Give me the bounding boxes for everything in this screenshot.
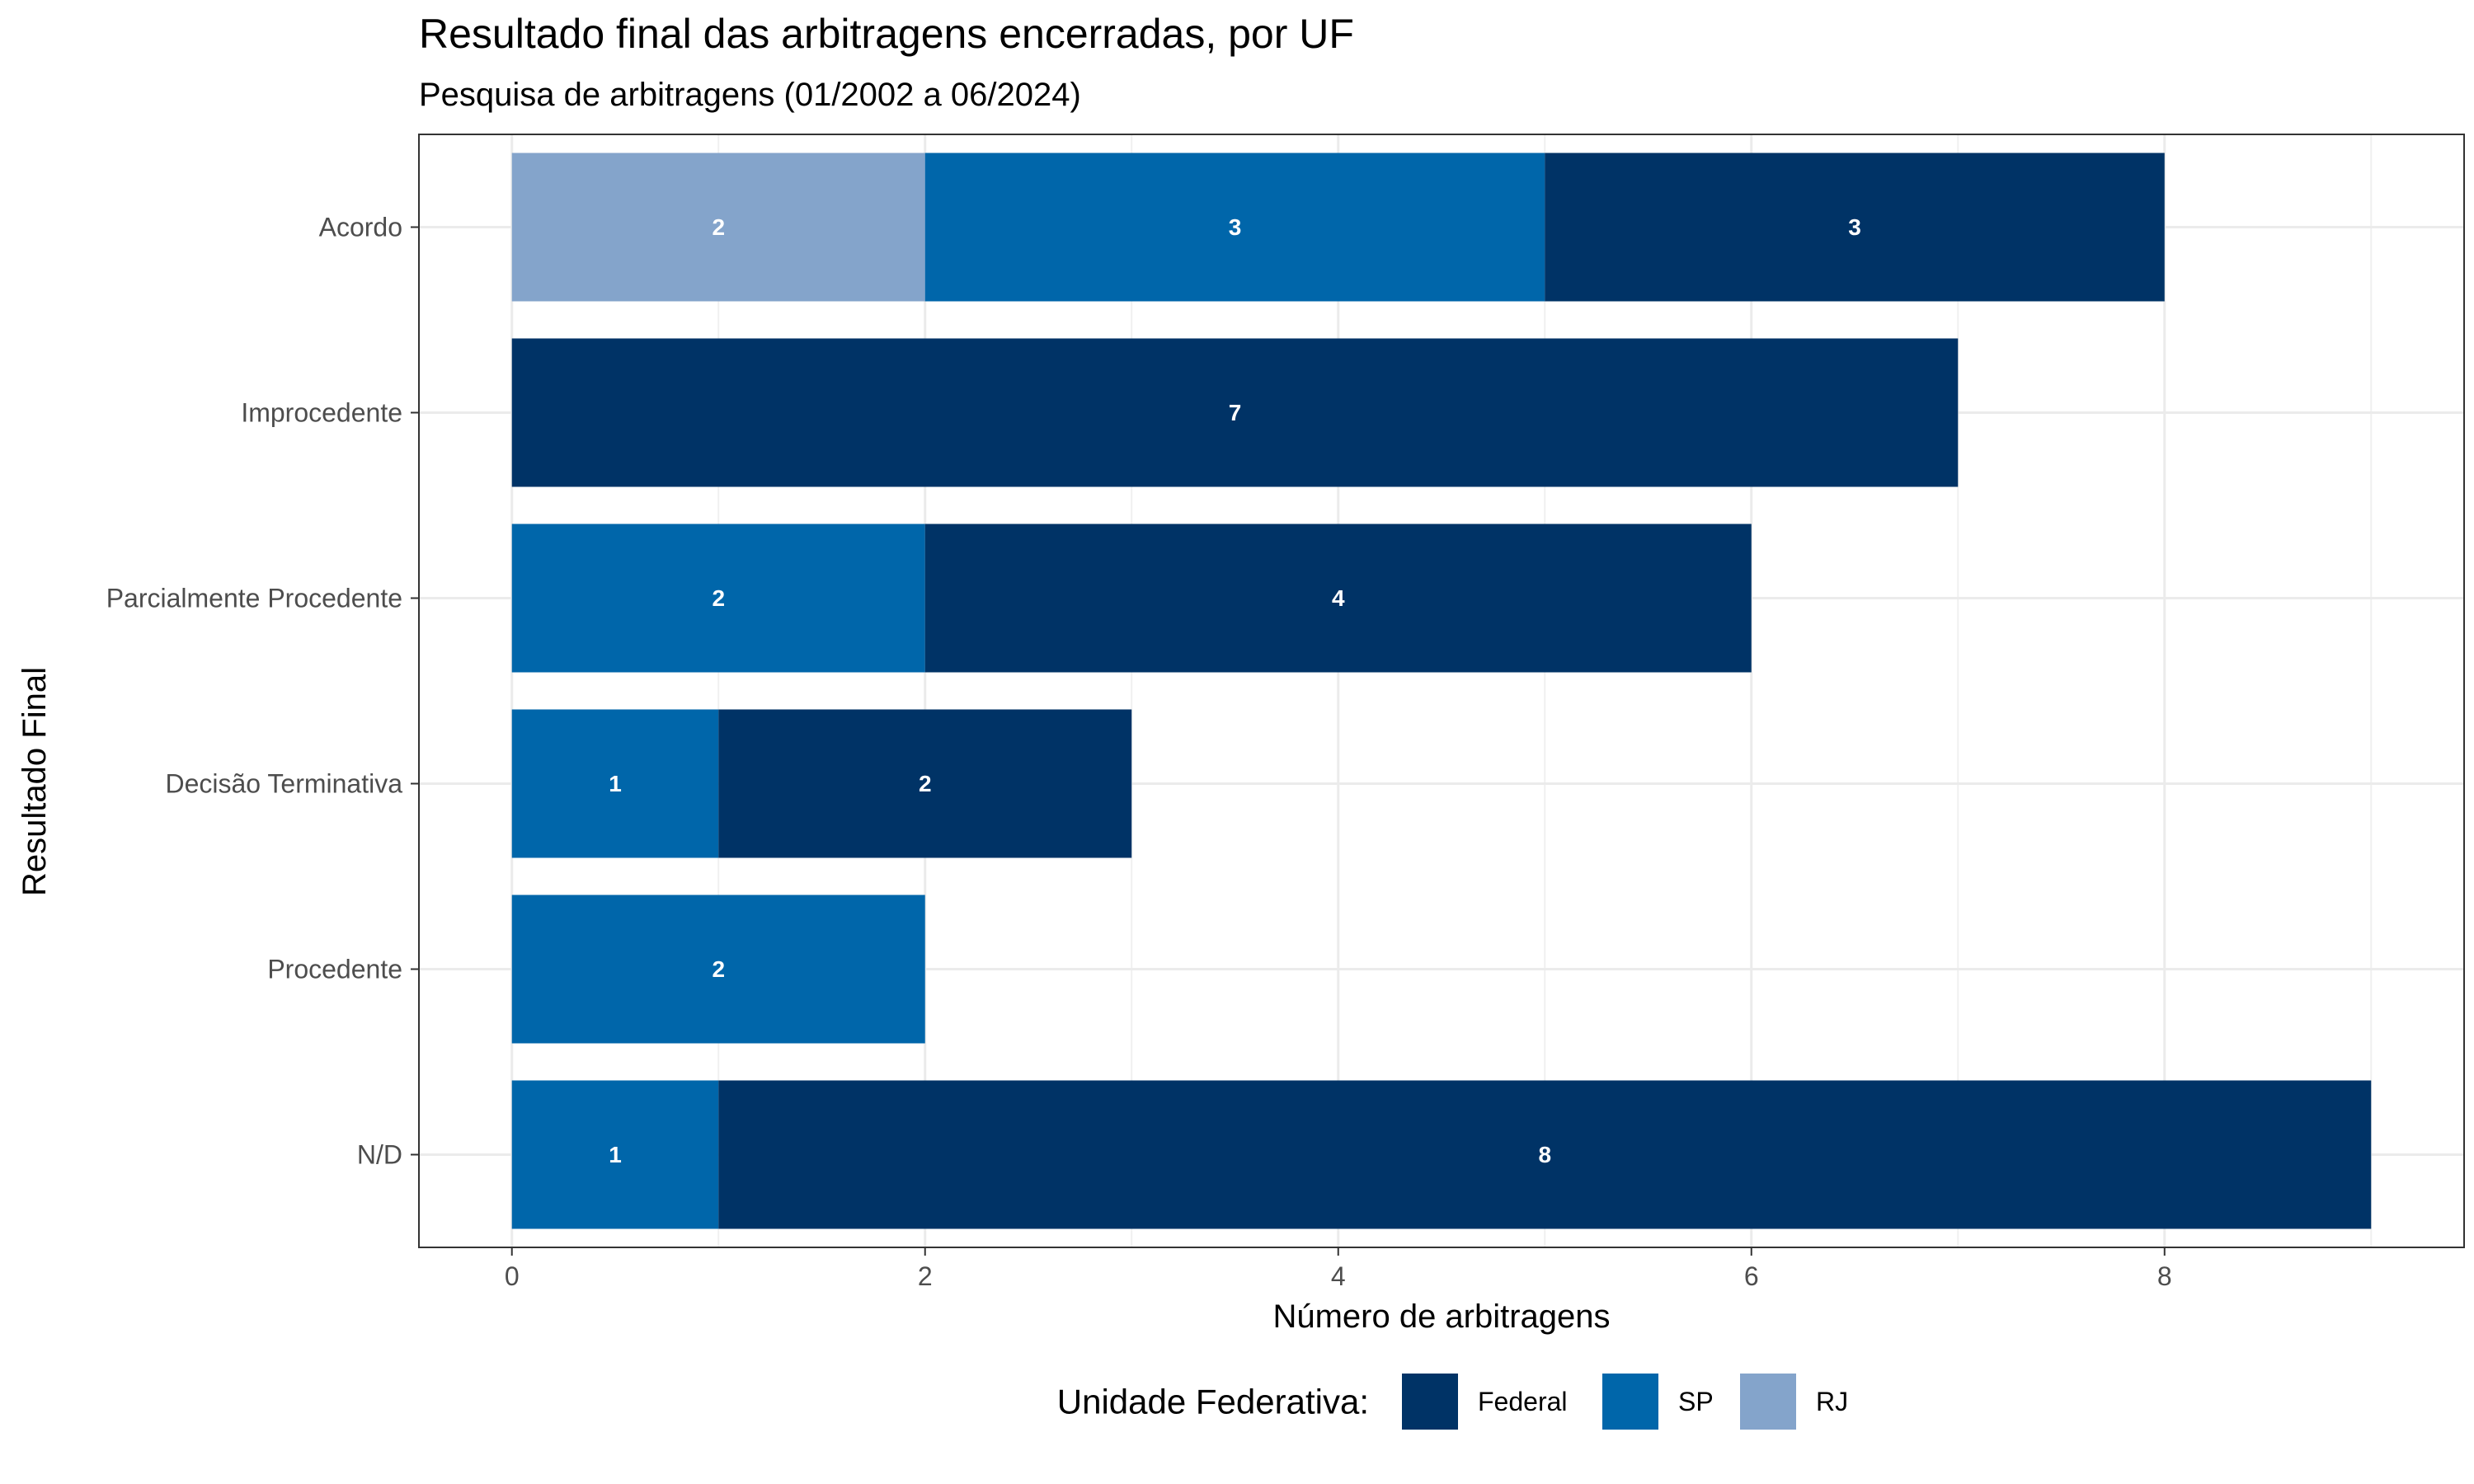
x-tick-label: 2 [918, 1261, 933, 1291]
bar-value-label: 2 [712, 956, 725, 982]
x-tick-label: 8 [2157, 1261, 2172, 1291]
x-tick-label: 6 [1744, 1261, 1759, 1291]
plot-border [418, 134, 2465, 1248]
y-tick-label: Acordo [319, 213, 402, 242]
bar-segment [511, 1080, 719, 1229]
y-tick-label: Procedente [267, 955, 402, 984]
plot-area: 2 3 3 7 2 4 1 2 2 1 8 0 2 4 6 8 Acordo Improcedente Parcia… [106, 134, 2465, 1291]
legend: Unidade Federativa: Federal SP RJ [1057, 1374, 1848, 1430]
bar-value-label: 1 [609, 771, 622, 796]
bar-value-label: 2 [712, 585, 725, 611]
bar-value-label: 7 [1229, 400, 1242, 425]
y-tick-label: Parcialmente Procedente [106, 584, 402, 613]
bar-segment [511, 153, 925, 302]
legend-label: Federal [1478, 1387, 1568, 1416]
bar-segment [924, 524, 1752, 673]
y-axis-title: Resultado Final [16, 667, 53, 896]
bar-segment [511, 895, 925, 1044]
bar-segment [511, 338, 1959, 487]
bar-value-label: 8 [1538, 1142, 1551, 1167]
legend-key [1602, 1374, 1658, 1430]
y-tick-label: Decisão Terminativa [165, 769, 402, 799]
y-tick-label: N/D [357, 1140, 402, 1170]
bar-segment [1545, 153, 2165, 302]
legend-label: RJ [1816, 1387, 1848, 1416]
bar-value-label: 3 [1848, 214, 1861, 240]
y-tick-label: Improcedente [241, 398, 402, 428]
bar-segment [924, 153, 1545, 302]
x-tick-label: 4 [1331, 1261, 1346, 1291]
legend-key [1402, 1374, 1458, 1430]
bar-value-label: 3 [1229, 214, 1242, 240]
bar-value-label: 1 [609, 1142, 622, 1167]
bar-value-label: 2 [919, 771, 932, 796]
x-tick-label: 0 [505, 1261, 520, 1291]
legend-label: SP [1678, 1387, 1714, 1416]
bar-segment [511, 709, 719, 858]
legend-title: Unidade Federativa: [1057, 1383, 1369, 1421]
bar-value-label: 2 [712, 214, 725, 240]
bar-segment [718, 709, 1132, 858]
chart-subtitle: Pesquisa de arbitragens (01/2002 a 06/20… [419, 77, 1081, 113]
bar-segment [511, 524, 925, 673]
plot-background [419, 134, 2464, 1247]
legend-key [1740, 1374, 1796, 1430]
chart-title: Resultado final das arbitragens encerrad… [419, 11, 1354, 57]
x-axis-title: Número de arbitragens [1272, 1298, 1610, 1335]
bar-value-label: 4 [1332, 585, 1345, 611]
bar-segment [718, 1080, 2372, 1229]
